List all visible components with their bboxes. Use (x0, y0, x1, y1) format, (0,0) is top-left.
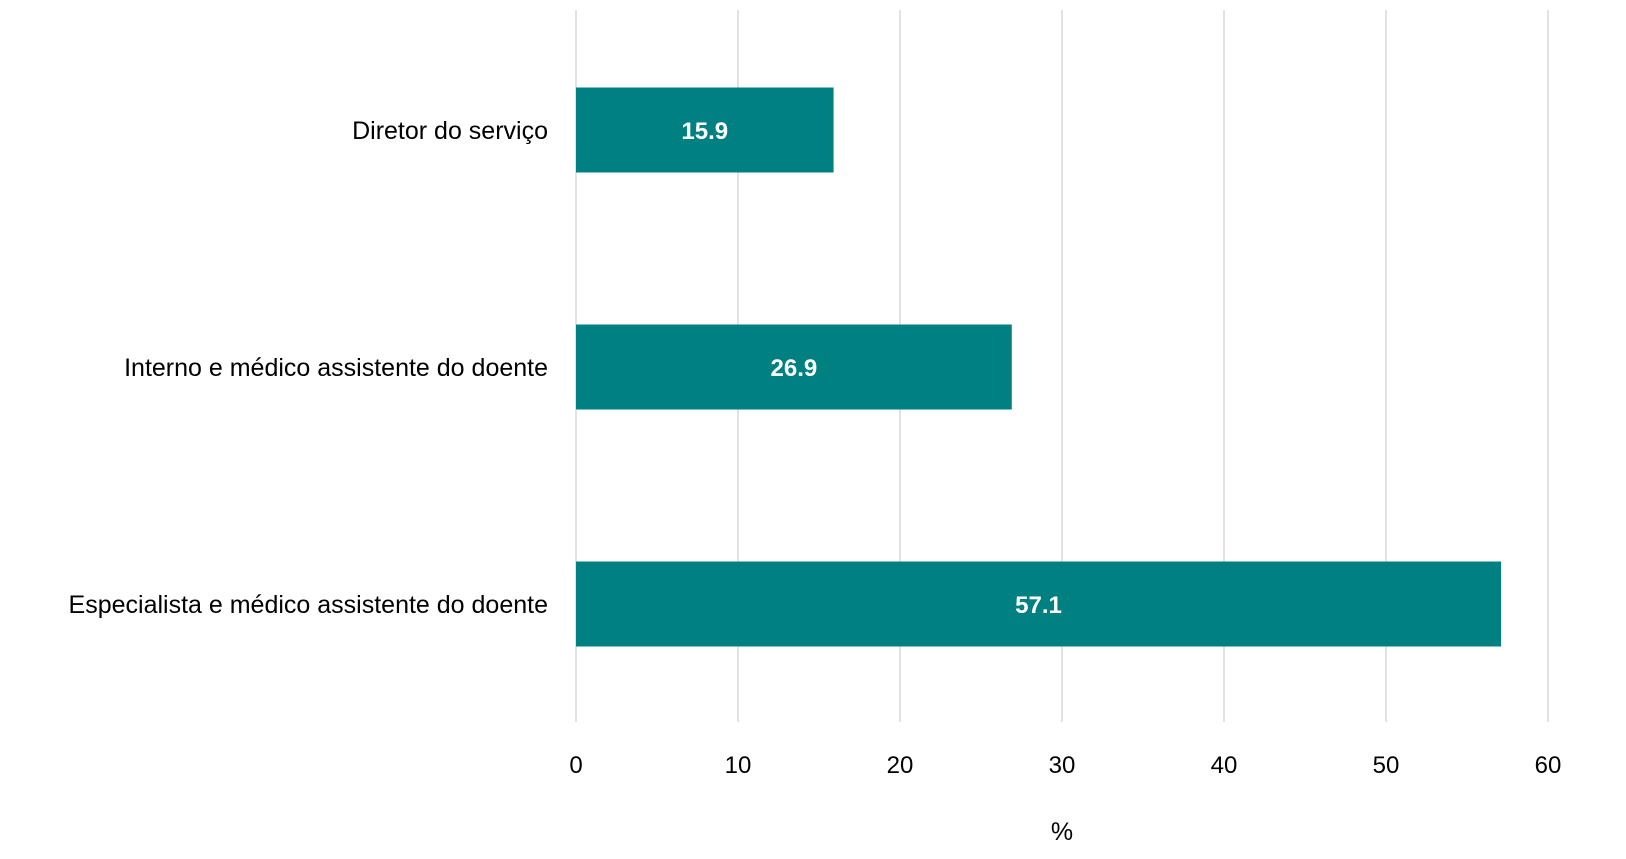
x-tick-label: 30 (1049, 752, 1076, 779)
x-tick-label: 20 (887, 752, 914, 779)
bar-value-label: 26.9 (771, 355, 818, 382)
x-axis-title: % (1051, 818, 1073, 846)
x-tick-label: 50 (1373, 752, 1400, 779)
bar (576, 87, 834, 173)
x-tick-label: 60 (1535, 752, 1562, 779)
x-tick-label: 40 (1211, 752, 1238, 779)
category-label: Interno e médico assistente do doente (124, 354, 548, 382)
bar-value-label: 15.9 (681, 118, 728, 145)
bar (576, 561, 1502, 647)
bar-value-label: 57.1 (1015, 592, 1062, 619)
category-label: Especialista e médico assistente do doen… (69, 591, 548, 619)
x-tick-label: 10 (725, 752, 752, 779)
bar-layer (576, 87, 1502, 647)
x-tick-label: 0 (569, 752, 582, 779)
bar (576, 324, 1012, 410)
category-label: Diretor do serviço (352, 117, 548, 145)
label-layer: 0 10 20 30 40 50 60 15.9 Diretor do serviço 26.9 I… (69, 117, 1562, 779)
